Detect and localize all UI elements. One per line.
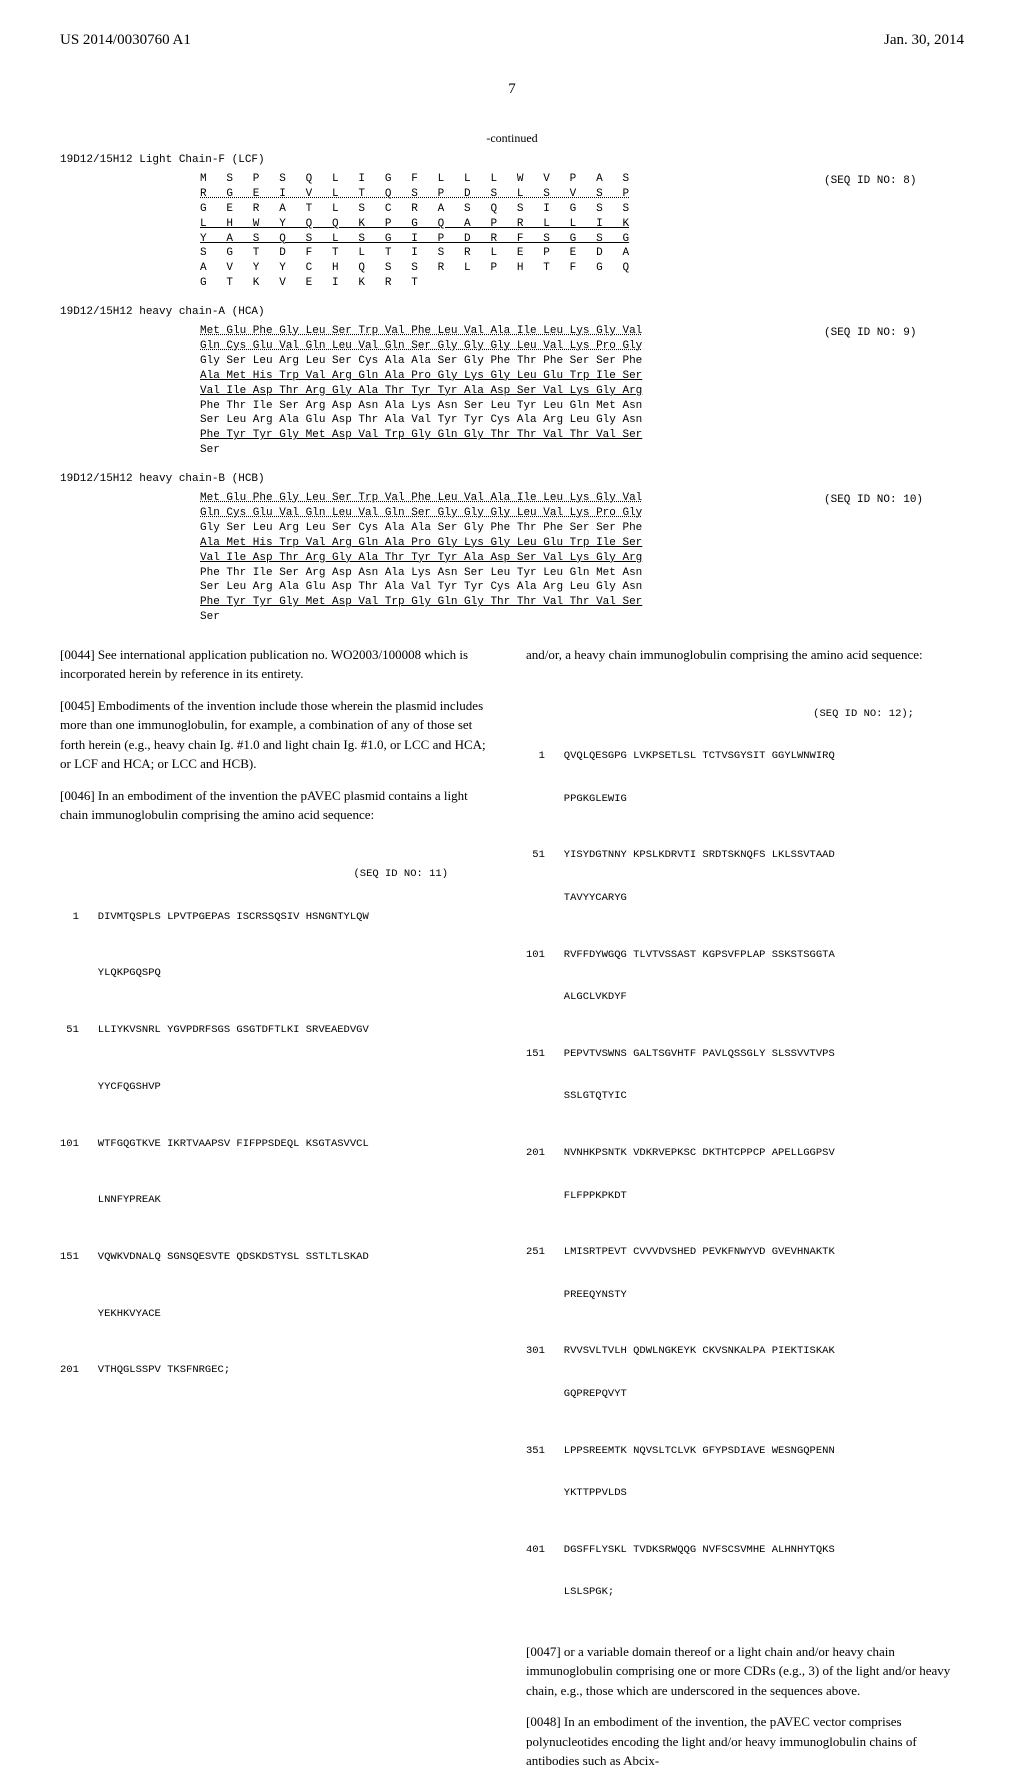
right-intro: and/or, a heavy chain immunoglobulin com… [526, 645, 964, 665]
seq12-line: 101 RVFFDYWGQG TLVTVSSAST KGPSVFPLAP SSK… [526, 948, 964, 962]
seq12-line: YKTTPPVLDS [526, 1486, 964, 1500]
para-0046: [0046] In an embodiment of the invention… [60, 786, 498, 825]
hca-line: Val Ile Asp Thr Arg Gly Ala Thr Tyr Tyr … [200, 384, 824, 399]
lcf-line: G T K V E I K R T [200, 276, 824, 291]
para-0047: [0047] or a variable domain thereof or a… [526, 1642, 964, 1701]
seq12-line: PPGKGLEWIG [526, 792, 964, 806]
continued-label: -continued [60, 130, 964, 147]
seq11-line: 151 VQWKVDNALQ SGNSQESVTE QDSKDSTYSL SST… [60, 1250, 498, 1264]
hcb-line: Ala Met His Trp Val Arg Gln Ala Pro Gly … [200, 536, 824, 551]
seq12-block: (SEQ ID NO: 12); 1 QVQLQESGPG LVKPSETLSL… [526, 678, 964, 1628]
pub-number: US 2014/0030760 A1 [60, 30, 191, 51]
seq11-line: YLQKPGQSPQ [60, 966, 498, 980]
hcb-line: Ser [200, 610, 824, 625]
seq12-line: 351 LPPSREEMTK NQVSLTCLVK GFYPSDIAVE WES… [526, 1444, 964, 1458]
seq11-line: 51 LLIYKVSNRL YGVPDRFSGS GSGTDFTLKI SRVE… [60, 1023, 498, 1037]
lcf-line: Y A S Q S L S G I P D R F S G S G [200, 232, 824, 247]
seq11-block: (SEQ ID NO: 11) 1 DIVMTQSPLS LPVTPGEPAS … [60, 839, 498, 1406]
right-column: and/or, a heavy chain immunoglobulin com… [526, 645, 964, 1783]
lcf-line: L H W Y Q Q K P G Q A P R L L I K [200, 217, 824, 232]
hca-line: Phe Thr Ile Ser Arg Asp Asn Ala Lys Asn … [200, 399, 824, 414]
para-0048: [0048] In an embodiment of the invention… [526, 1712, 964, 1771]
lcf-line: M S P S Q L I G F L L L W V P A S [200, 172, 824, 187]
seq12-line: TAVYYCARYG [526, 891, 964, 905]
seq12-line: SSLGTQTYIC [526, 1089, 964, 1103]
seq11-line: 201 VTHQGLSSPV TKSFNRGEC; [60, 1363, 498, 1377]
hca-line: Phe Tyr Tyr Gly Met Asp Val Trp Gly Gln … [200, 428, 824, 443]
seq12-line: FLFPPKPKDT [526, 1189, 964, 1203]
seq12-line: 151 PEPVTVSWNS GALTSGVHTF PAVLQSSGLY SLS… [526, 1047, 964, 1061]
lcf-heading: 19D12/15H12 Light Chain-F (LCF) [60, 153, 964, 168]
seq12-line: GQPREPQVYT [526, 1387, 964, 1401]
hca-line: Gln Cys Glu Val Gln Leu Val Gln Ser Gly … [200, 339, 824, 354]
seq11-line: 101 WTFGQGTKVE IKRTVAAPSV FIFPPSDEQL KSG… [60, 1137, 498, 1151]
seq12-line: ALGCLVKDYF [526, 990, 964, 1004]
left-column: [0044] See international application pub… [60, 645, 498, 1783]
hcb-line: Val Ile Asp Thr Arg Gly Ala Thr Tyr Tyr … [200, 551, 824, 566]
hcb-line: Phe Thr Ile Ser Arg Asp Asn Ala Lys Asn … [200, 566, 824, 581]
seq11-line: 1 DIVMTQSPLS LPVTPGEPAS ISCRSSQSIV HSNGN… [60, 910, 498, 924]
hcb-block: Met Glu Phe Gly Leu Ser Trp Val Phe Leu … [60, 491, 964, 625]
seq12-line: LSLSPGK; [526, 1585, 964, 1599]
seqid-8: (SEQ ID NO: 8) [824, 172, 964, 291]
hcb-line: Ser Leu Arg Ala Glu Asp Thr Ala Val Tyr … [200, 580, 824, 595]
hca-line: Ser Leu Arg Ala Glu Asp Thr Ala Val Tyr … [200, 413, 824, 428]
seq12-line: 401 DGSFFLYSKL TVDKSRWQQG NVFSCSVMHE ALH… [526, 1543, 964, 1557]
lcf-block: M S P S Q L I G F L L L W V P A S R G E … [60, 172, 964, 291]
lcf-line: G E R A T L S C R A S Q S I G S S [200, 202, 824, 217]
lcf-line: R G E I V L T Q S P D S L S V S P [200, 187, 824, 202]
lcf-line: A V Y Y C H Q S S R L P H T F G Q [200, 261, 824, 276]
seq12-line: 301 RVVSVLTVLH QDWLNGKEYK CKVSNKALPA PIE… [526, 1344, 964, 1358]
seq12-line: 201 NVNHKPSNTK VDKRVEPKSC DKTHTCPPCP APE… [526, 1146, 964, 1160]
two-column-body: [0044] See international application pub… [60, 645, 964, 1783]
hca-line: Gly Ser Leu Arg Leu Ser Cys Ala Ala Ser … [200, 354, 824, 369]
seq11-line: YEKHKVYACE [60, 1307, 498, 1321]
seqid-11: (SEQ ID NO: 11) [60, 867, 498, 881]
pub-date: Jan. 30, 2014 [884, 30, 964, 51]
hca-line: Ala Met His Trp Val Arg Gln Ala Pro Gly … [200, 369, 824, 384]
hcb-line: Met Glu Phe Gly Leu Ser Trp Val Phe Leu … [200, 491, 824, 506]
hca-line: Met Glu Phe Gly Leu Ser Trp Val Phe Leu … [200, 324, 824, 339]
hcb-line: Gly Ser Leu Arg Leu Ser Cys Ala Ala Ser … [200, 521, 824, 536]
seq12-line: 51 YISYDGTNNY KPSLKDRVTI SRDTSKNQFS LKLS… [526, 848, 964, 862]
seqid-10: (SEQ ID NO: 10) [824, 491, 964, 625]
hcb-heading: 19D12/15H12 heavy chain-B (HCB) [60, 472, 964, 487]
hcb-line: Phe Tyr Tyr Gly Met Asp Val Trp Gly Gln … [200, 595, 824, 610]
seq11-line: LNNFYPREAK [60, 1193, 498, 1207]
para-0045: [0045] Embodiments of the invention incl… [60, 696, 498, 774]
seq12-line: PREEQYNSTY [526, 1288, 964, 1302]
lcf-line: S G T D F T L T I S R L E P E D A [200, 246, 824, 261]
para-0044: [0044] See international application pub… [60, 645, 498, 684]
page-number: 7 [60, 79, 964, 100]
seqid-12: (SEQ ID NO: 12); [526, 707, 964, 721]
hca-heading: 19D12/15H12 heavy chain-A (HCA) [60, 305, 964, 320]
hcb-line: Gln Cys Glu Val Gln Leu Val Gln Ser Gly … [200, 506, 824, 521]
header: US 2014/0030760 A1 Jan. 30, 2014 [60, 30, 964, 51]
hca-block: Met Glu Phe Gly Leu Ser Trp Val Phe Leu … [60, 324, 964, 458]
seq12-line: 251 LMISRTPEVT CVVVDVSHED PEVKFNWYVD GVE… [526, 1245, 964, 1259]
hca-line: Ser [200, 443, 824, 458]
seq11-line: YYCFQGSHVP [60, 1080, 498, 1094]
seqid-9: (SEQ ID NO: 9) [824, 324, 964, 458]
seq12-line: 1 QVQLQESGPG LVKPSETLSL TCTVSGYSIT GGYLW… [526, 749, 964, 763]
